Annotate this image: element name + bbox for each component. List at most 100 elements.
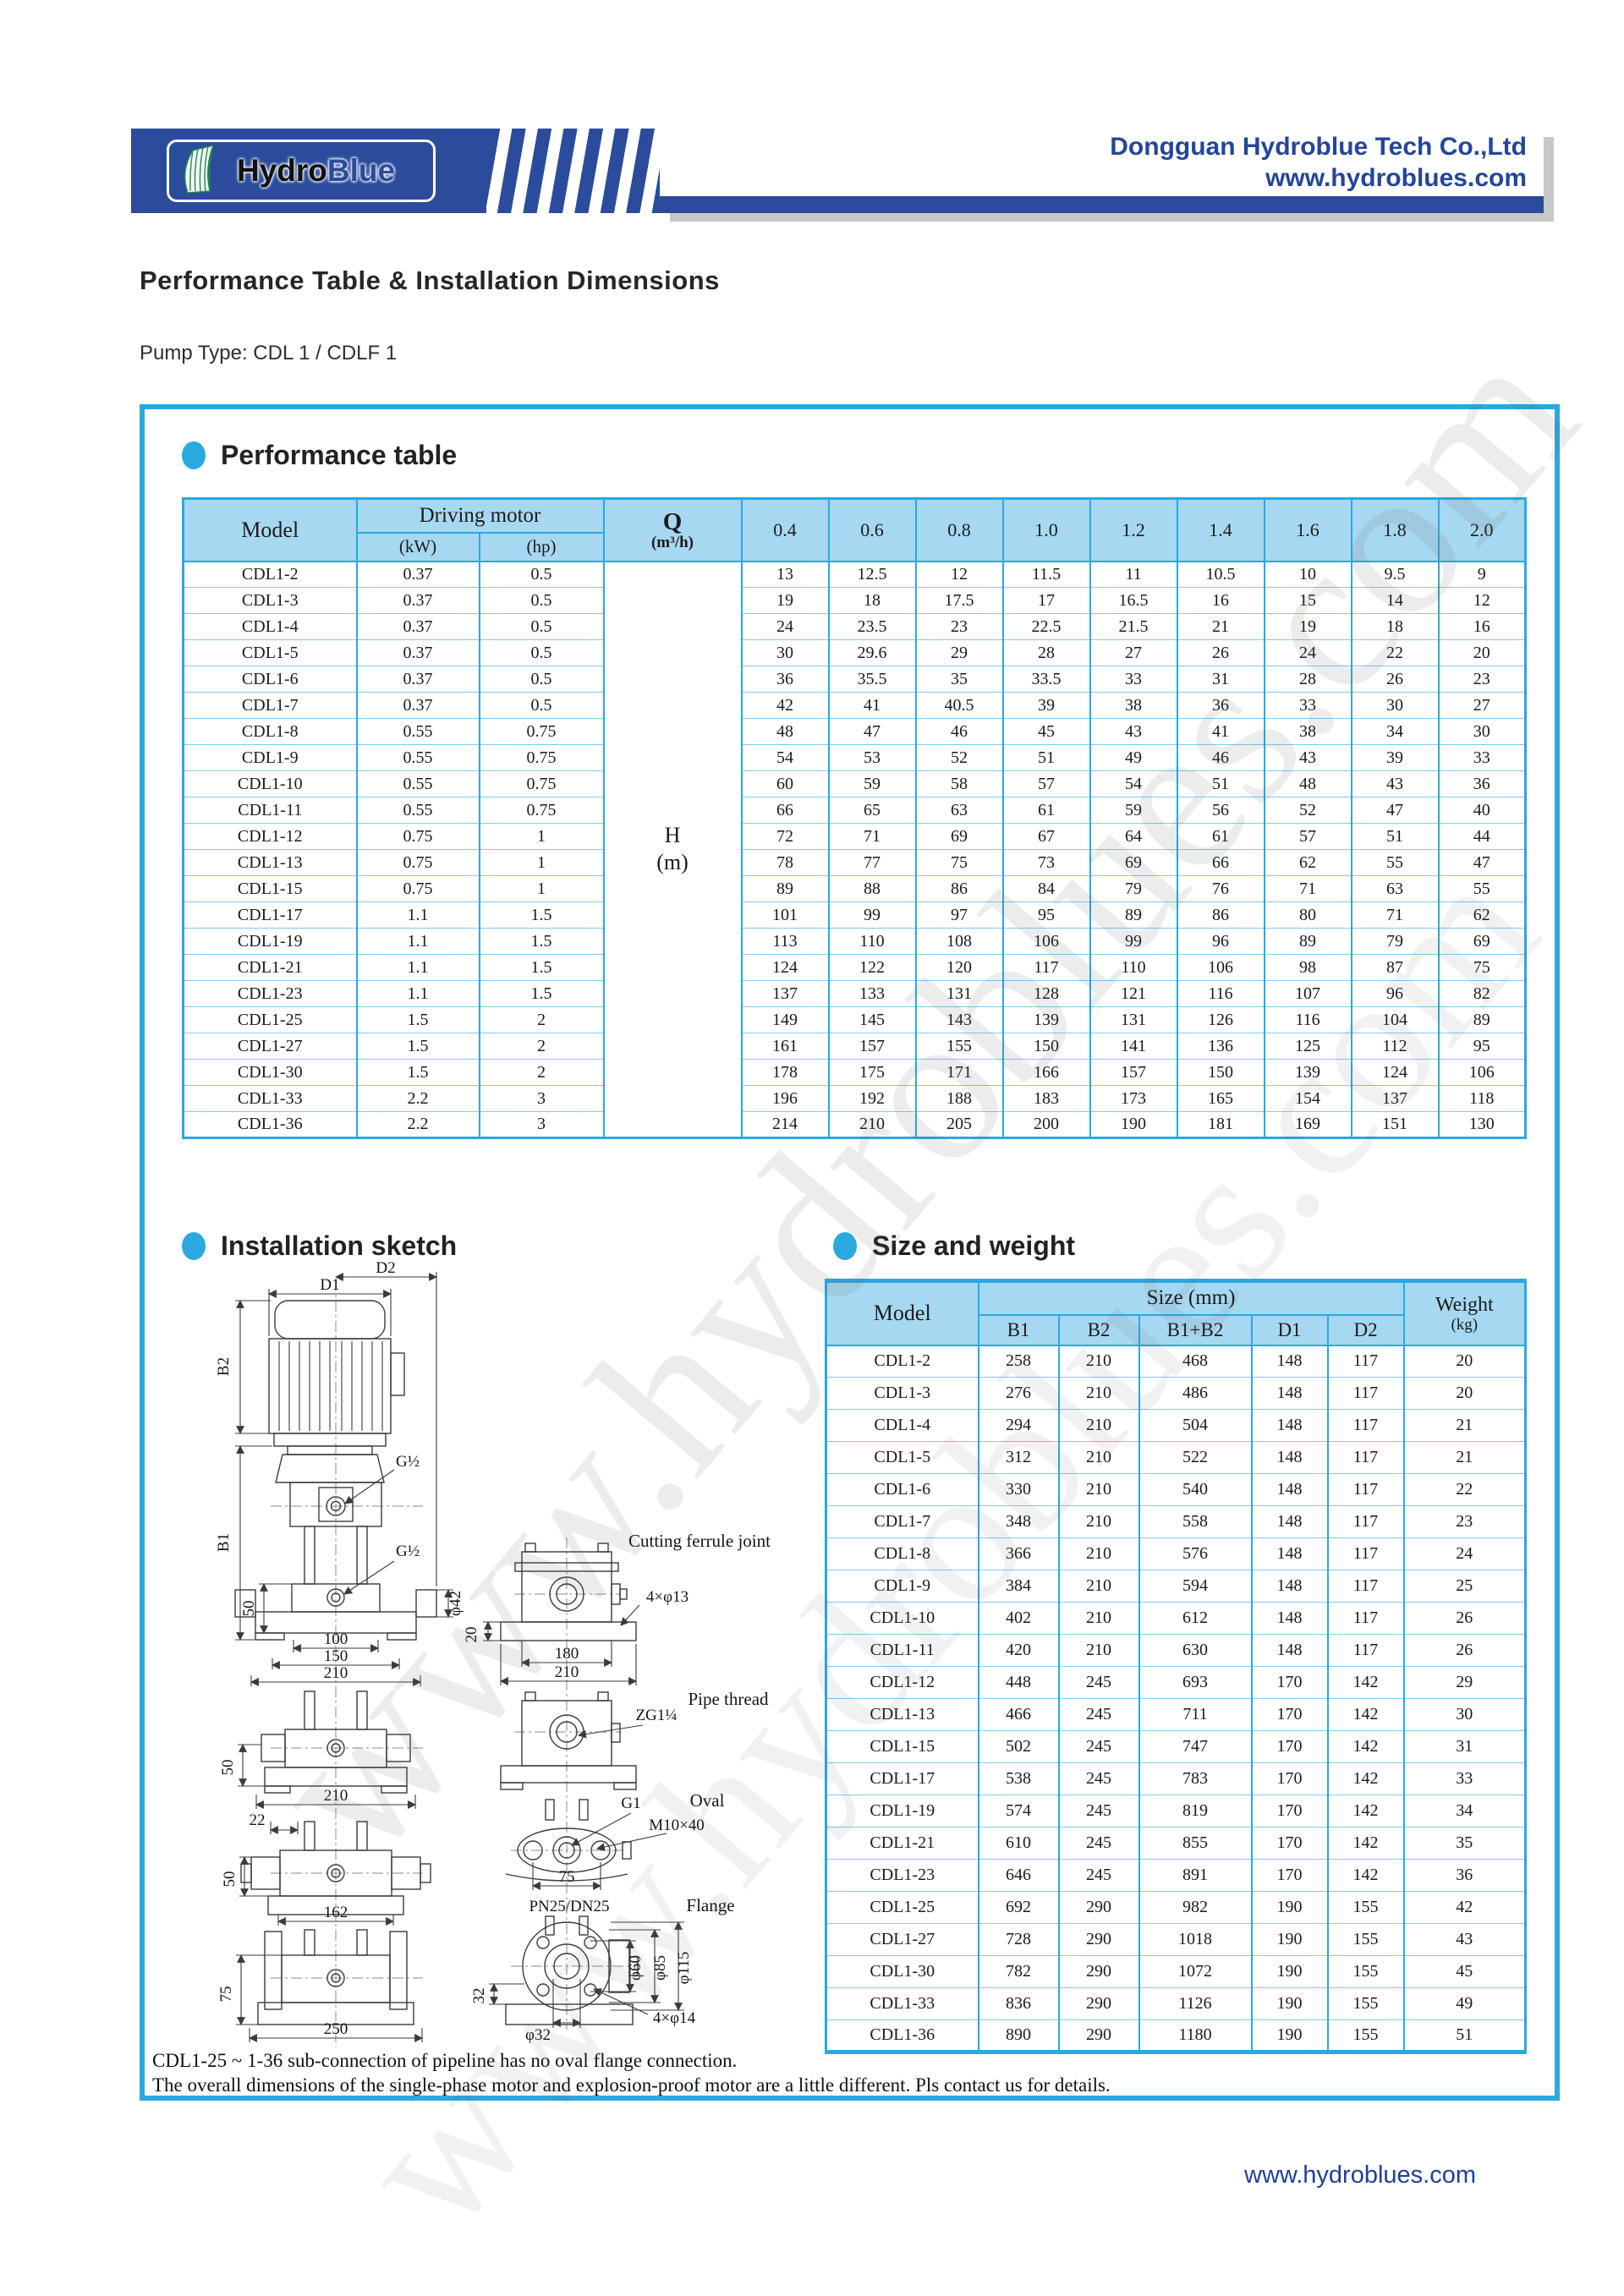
perf-head-value-cell: 89 xyxy=(740,875,830,902)
perf-head-value-cell: 95 xyxy=(1437,1033,1527,1060)
dim-210-b: 210 xyxy=(324,1787,348,1805)
page-title: Performance Table & Installation Dimensi… xyxy=(140,266,720,295)
header-company-textbox: Dongguan Hydroblue Tech Co.,Ltd www.hydr… xyxy=(660,129,1544,196)
col-header-d1: D1 xyxy=(1250,1313,1329,1346)
perf-head-value-cell: 169 xyxy=(1263,1111,1352,1138)
perf-head-value-cell: 188 xyxy=(914,1085,1004,1112)
perf-head-value-cell: 61 xyxy=(1001,797,1091,824)
sw-model-cell: CDL1-36 xyxy=(825,2019,979,2052)
perf-hp-cell: 2 xyxy=(478,1033,605,1060)
perf-head-value-cell: 60 xyxy=(740,770,830,797)
perf-head-value-cell: 12.5 xyxy=(827,561,917,588)
size-weight-table-row: CDL1-15 502 245 747 170 142 31 xyxy=(825,1730,1527,1763)
perf-head-value-cell: 79 xyxy=(1350,928,1440,955)
weight-label: Weight xyxy=(1435,1293,1494,1316)
perf-head-value-cell: 137 xyxy=(1350,1085,1440,1112)
size-weight-table-row: CDL1-33 836 290 1126 190 155 49 xyxy=(825,1987,1527,2020)
col-header-model: Model xyxy=(182,497,358,562)
perf-hp-cell: 2 xyxy=(478,1006,605,1033)
dim-32: 32 xyxy=(470,1988,488,2004)
col-header-flow-2.0: 2.0 xyxy=(1437,497,1527,562)
sw-b1-cell: 466 xyxy=(977,1698,1060,1731)
perf-head-value-cell: 36 xyxy=(740,666,830,693)
sw-d2-cell: 142 xyxy=(1326,1827,1405,1860)
perf-head-value-cell: 28 xyxy=(1001,639,1091,666)
sw-d1-cell: 148 xyxy=(1250,1634,1329,1667)
perf-kw-cell: 0.55 xyxy=(355,744,480,771)
sw-b1b2-cell: 855 xyxy=(1138,1827,1253,1860)
perf-head-value-cell: 43 xyxy=(1089,718,1178,745)
perf-kw-cell: 0.37 xyxy=(355,561,480,588)
size-weight-table-row: CDL1-30 782 290 1072 190 155 45 xyxy=(825,1955,1527,1988)
footnote-line-2: The overall dimensions of the single-pha… xyxy=(152,2074,1111,2096)
perf-head-value-cell: 75 xyxy=(1437,954,1527,981)
perf-head-value-cell: 58 xyxy=(914,770,1004,797)
performance-table-header: Model Driving motor Q (m³/h) 0.4 0.6 0.8… xyxy=(182,497,1527,562)
col-header-kw: (kW) xyxy=(355,531,480,562)
perf-head-value-cell: 9 xyxy=(1437,561,1527,588)
logo-text-hydro: Hydro xyxy=(237,153,327,188)
perf-head-value-cell: 77 xyxy=(827,849,917,876)
installation-sketch: D2 D1 B2 B1 G½ G½ 50 φ42 100 150 210 50 … xyxy=(169,1258,812,2062)
perf-head-value-cell: 54 xyxy=(740,744,830,771)
size-weight-table-row: CDL1-25 692 290 982 190 155 42 xyxy=(825,1891,1527,1924)
size-weight-table-row: CDL1-10 402 210 612 148 117 26 xyxy=(825,1602,1527,1635)
perf-kw-cell: 2.2 xyxy=(355,1111,480,1138)
perf-head-value-cell: 36 xyxy=(1176,692,1265,719)
sw-d1-cell: 148 xyxy=(1250,1537,1329,1570)
perf-kw-cell: 1.1 xyxy=(355,901,480,929)
size-weight-table-row: CDL1-8 366 210 576 148 117 24 xyxy=(825,1537,1527,1570)
section-bullet-icon xyxy=(182,441,206,469)
pump-type-label: Pump Type: CDL 1 / CDLF 1 xyxy=(140,342,398,364)
perf-head-value-cell: 106 xyxy=(1176,954,1265,981)
perf-head-value-cell: 49 xyxy=(1089,744,1178,771)
sw-b2-cell: 210 xyxy=(1057,1473,1140,1506)
size-weight-table-row: CDL1-9 384 210 594 148 117 25 xyxy=(825,1570,1527,1603)
perf-head-value-cell: 66 xyxy=(1176,849,1265,876)
perf-head-value-cell: 16.5 xyxy=(1089,587,1178,614)
sw-d1-cell: 190 xyxy=(1250,1923,1329,1956)
size-weight-table-row: CDL1-3 276 210 486 148 117 20 xyxy=(825,1377,1527,1410)
sw-b1-cell: 448 xyxy=(977,1666,1060,1699)
perf-head-value-cell: 51 xyxy=(1001,744,1091,771)
perf-head-value-cell: 190 xyxy=(1089,1111,1178,1138)
perf-head-value-cell: 40.5 xyxy=(914,692,1004,719)
perf-hp-cell: 1.5 xyxy=(478,928,605,955)
perf-head-value-cell: 52 xyxy=(914,744,1004,771)
performance-table-body: CDL1-2 0.37 0.5 H (m) 13 12.5 12 11.5 11 10.5 10 9.5… xyxy=(182,560,1527,1139)
sw-b1b2-cell: 558 xyxy=(1138,1505,1253,1538)
header-stripes-decoration xyxy=(486,129,668,213)
section-title: Performance table xyxy=(221,440,458,470)
performance-table-row: CDL1-30 1.5 2 178 175 171 166 157 150 139 124 106 xyxy=(182,1059,1527,1086)
perf-head-value-cell: 24 xyxy=(740,613,830,640)
sw-b2-cell: 245 xyxy=(1057,1859,1140,1892)
perf-head-value-cell: 9.5 xyxy=(1350,561,1440,588)
perf-head-value-cell: 89 xyxy=(1263,928,1352,955)
sw-d1-cell: 148 xyxy=(1250,1409,1329,1442)
sw-model-cell: CDL1-30 xyxy=(825,1955,979,1988)
sw-b1-cell: 312 xyxy=(977,1441,1060,1474)
sw-d2-cell: 155 xyxy=(1326,1955,1405,1988)
sw-b1-cell: 782 xyxy=(977,1955,1060,1988)
perf-head-value-cell: 19 xyxy=(1263,613,1352,640)
perf-head-value-cell: 137 xyxy=(740,980,830,1007)
section-size-and-weight: Size and weight xyxy=(833,1230,1075,1262)
sw-b2-cell: 290 xyxy=(1057,2019,1140,2052)
perf-head-value-cell: 64 xyxy=(1089,823,1178,850)
perf-head-value-cell: 29.6 xyxy=(827,639,917,666)
perf-head-value-cell: 173 xyxy=(1089,1085,1178,1112)
hydroblue-fan-icon xyxy=(179,142,228,200)
perf-hp-cell: 0.5 xyxy=(478,692,605,719)
perf-head-value-cell: 55 xyxy=(1350,849,1440,876)
dim-50-b: 50 xyxy=(219,1760,237,1776)
perf-head-value-cell: 131 xyxy=(914,980,1004,1007)
perf-hp-cell: 1.5 xyxy=(478,901,605,929)
sw-weight-cell: 21 xyxy=(1402,1409,1527,1442)
sw-b2-cell: 210 xyxy=(1057,1570,1140,1603)
sw-d2-cell: 142 xyxy=(1326,1859,1405,1892)
header-band: HydroBlue Dongguan Hydroblue Tech Co.,Lt… xyxy=(131,129,1544,213)
perf-kw-cell: 0.37 xyxy=(355,613,480,640)
perf-head-value-cell: 53 xyxy=(827,744,917,771)
sw-b1-cell: 728 xyxy=(977,1923,1060,1956)
perf-head-value-cell: 131 xyxy=(1089,1006,1178,1033)
